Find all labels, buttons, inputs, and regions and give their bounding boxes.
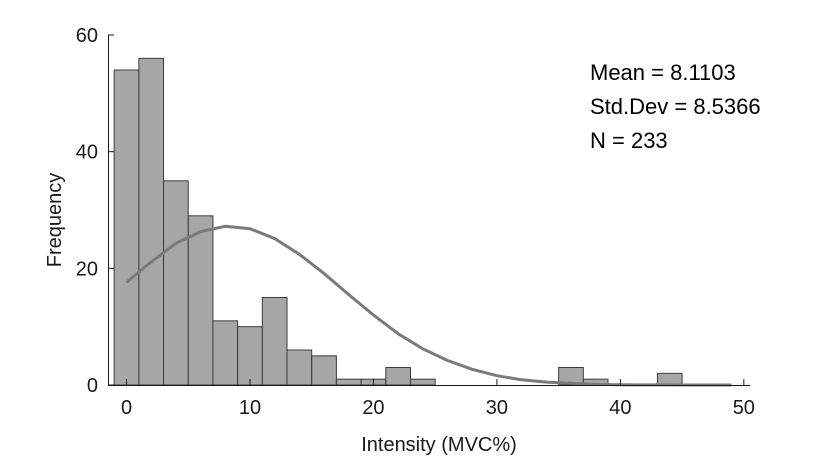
histogram-bar [409, 378, 436, 386]
y-tick-label: 40 [76, 142, 98, 164]
stat-n: N = 233 [590, 128, 668, 153]
histogram-bar [138, 57, 165, 386]
histogram-bar [261, 297, 288, 386]
summary-stats: Mean = 8.1103 Std.Dev = 8.5366 N = 233 [590, 60, 761, 153]
histogram-bar [237, 326, 263, 386]
x-tick-label: 50 [733, 397, 755, 419]
x-axis-ticks: 0 10 20 30 40 50 [121, 379, 755, 419]
x-tick-label: 10 [239, 397, 261, 419]
histogram-bar [311, 355, 337, 386]
stat-mean: Mean = 8.1103 [590, 60, 736, 85]
y-tick-label: 60 [76, 25, 98, 47]
x-axis-label: Intensity (MVC%) [361, 434, 517, 456]
histogram-bars [113, 57, 683, 386]
y-axis-ticks: 0 20 40 60 [76, 25, 114, 397]
histogram-bar [656, 372, 683, 386]
y-axis-label: Frequency [44, 173, 66, 268]
normal-fit-curve [125, 224, 732, 387]
histogram-bar [187, 215, 214, 386]
x-tick-label: 30 [486, 397, 508, 419]
x-tick-label: 20 [362, 397, 384, 419]
y-tick-label: 20 [76, 258, 98, 280]
histogram-bar [212, 320, 239, 386]
histogram-bar [163, 180, 189, 386]
histogram-bar [286, 349, 313, 386]
histogram-bar [113, 69, 140, 386]
x-tick-label: 40 [609, 397, 631, 419]
histogram-bar [335, 378, 362, 386]
histogram-bar [385, 367, 411, 386]
x-tick-label: 0 [121, 397, 132, 419]
stat-std-dev: Std.Dev = 8.5366 [590, 94, 761, 119]
y-tick-label: 0 [87, 375, 98, 397]
